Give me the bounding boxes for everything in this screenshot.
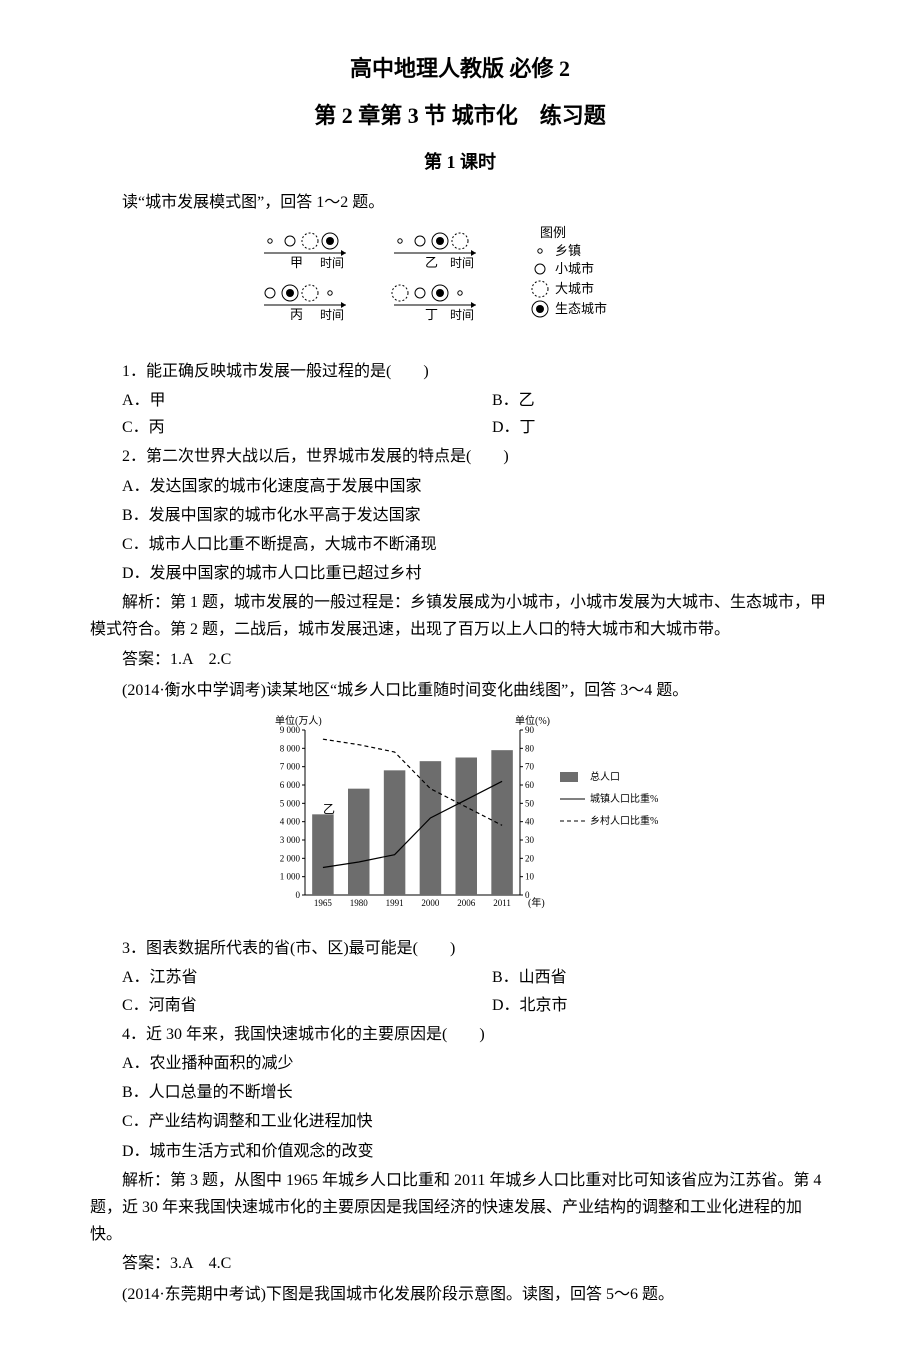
svg-text:4 000: 4 000 [280,817,301,827]
svg-text:乙: 乙 [323,802,335,816]
book-title: 高中地理人教版 必修 2 [90,50,830,87]
svg-text:70: 70 [525,762,535,772]
q4-opt-d: D．城市生活方式和价值观念的改变 [90,1138,830,1165]
q3-opt-a: A．江苏省 [90,964,460,991]
q1-opts-row2: C．丙 D．丁 [90,414,830,441]
svg-text:时间: 时间 [450,308,474,322]
svg-text:60: 60 [525,780,535,790]
section2-next: (2014·东莞期中考试)下图是我国城市化发展阶段示意图。读图，回答 5～6 题… [90,1281,830,1308]
q1-opt-a: A．甲 [90,387,460,414]
svg-text:7 000: 7 000 [280,762,301,772]
svg-text:总人口: 总人口 [590,770,620,783]
q2-opt-d: D．发展中国家的城市人口比重已超过乡村 [90,560,830,587]
svg-text:单位(万人): 单位(万人) [275,714,322,727]
q4-opt-c: C．产业结构调整和工业化进程加快 [90,1108,830,1135]
svg-text:丁: 丁 [425,307,438,322]
svg-text:乙: 乙 [425,255,438,270]
development-diagram: 甲时间乙时间丙时间丁时间图例乡镇小城市大城市生态城市 [90,223,830,352]
svg-text:6 000: 6 000 [280,780,301,790]
q4-text: 4．近 30 年来，我国快速城市化的主要原因是( ) [90,1021,830,1048]
svg-text:1965: 1965 [314,898,333,908]
q3-opts-row1: A．江苏省 B．山西省 [90,964,830,991]
q3-opt-b: B．山西省 [460,964,830,991]
svg-text:10: 10 [525,872,535,882]
svg-text:甲: 甲 [290,255,303,270]
svg-text:单位(%): 单位(%) [515,714,550,727]
q3-opt-c: C．河南省 [90,992,460,1019]
svg-text:大城市: 大城市 [555,281,594,296]
q1-opt-b: B．乙 [460,387,830,414]
q2-opt-b: B．发展中国家的城市化水平高于发达国家 [90,502,830,529]
svg-text:时间: 时间 [320,256,344,270]
q1-opt-d: D．丁 [460,414,830,441]
chapter-title: 第 2 章第 3 节 城市化 练习题 [90,97,830,134]
svg-text:小城市: 小城市 [555,261,594,276]
svg-text:2 000: 2 000 [280,853,301,863]
svg-text:时间: 时间 [450,256,474,270]
section2-analysis: 解析：第 3 题，从图中 1965 年城乡人口比重和 2011 年城乡人口比重对… [90,1167,830,1249]
q2-text: 2．第二次世界大战以后，世界城市发展的特点是( ) [90,443,830,470]
section2-answer: 答案：3.A 4.C [90,1250,830,1277]
population-chart: 0 1 000 2 000 3 000 4 000 5 000 6 000 7 000 8 00… [90,710,830,929]
svg-text:40: 40 [525,817,535,827]
svg-text:0: 0 [296,890,301,900]
q3-text: 3．图表数据所代表的省(市、区)最可能是( ) [90,935,830,962]
svg-text:时间: 时间 [320,308,344,322]
svg-text:乡村人口比重%: 乡村人口比重% [590,814,658,827]
svg-text:80: 80 [525,743,535,753]
svg-text:8 000: 8 000 [280,743,301,753]
q1-text: 1．能正确反映城市发展一般过程的是( ) [90,358,830,385]
svg-text:丙: 丙 [290,307,303,322]
svg-text:城镇人口比重%: 城镇人口比重% [590,792,658,805]
q3-opts-row2: C．河南省 D．北京市 [90,992,830,1019]
svg-text:生态城市: 生态城市 [555,301,607,316]
section2-intro: (2014·衡水中学调考)读某地区“城乡人口比重随时间变化曲线图”，回答 3～4… [90,677,830,704]
section1-intro: 读“城市发展模式图”，回答 1～2 题。 [90,189,830,216]
svg-text:20: 20 [525,853,535,863]
q1-opts-row1: A．甲 B．乙 [90,387,830,414]
svg-text:1991: 1991 [386,898,404,908]
q1-opt-c: C．丙 [90,414,460,441]
lesson-title: 第 1 课时 [90,147,830,178]
q3-opt-d: D．北京市 [460,992,830,1019]
svg-text:30: 30 [525,835,535,845]
q4-opt-b: B．人口总量的不断增长 [90,1079,830,1106]
svg-text:3 000: 3 000 [280,835,301,845]
svg-text:图例: 图例 [540,225,566,240]
svg-text:2011: 2011 [493,898,511,908]
q2-opt-c: C．城市人口比重不断提高，大城市不断涌现 [90,531,830,558]
q4-opt-a: A．农业播种面积的减少 [90,1050,830,1077]
section1-answer: 答案：1.A 2.C [90,646,830,673]
svg-text:50: 50 [525,798,535,808]
q2-opt-a: A．发达国家的城市化速度高于发展中国家 [90,473,830,500]
svg-text:2000: 2000 [421,898,440,908]
section1-analysis: 解析：第 1 题，城市发展的一般过程是：乡镇发展成为小城市，小城市发展为大城市、… [90,589,830,643]
svg-text:2006: 2006 [457,898,476,908]
svg-text:5 000: 5 000 [280,798,301,808]
svg-text:(年): (年) [528,896,545,909]
svg-text:1 000: 1 000 [280,872,301,882]
svg-text:乡镇: 乡镇 [555,243,581,258]
svg-text:1980: 1980 [350,898,369,908]
